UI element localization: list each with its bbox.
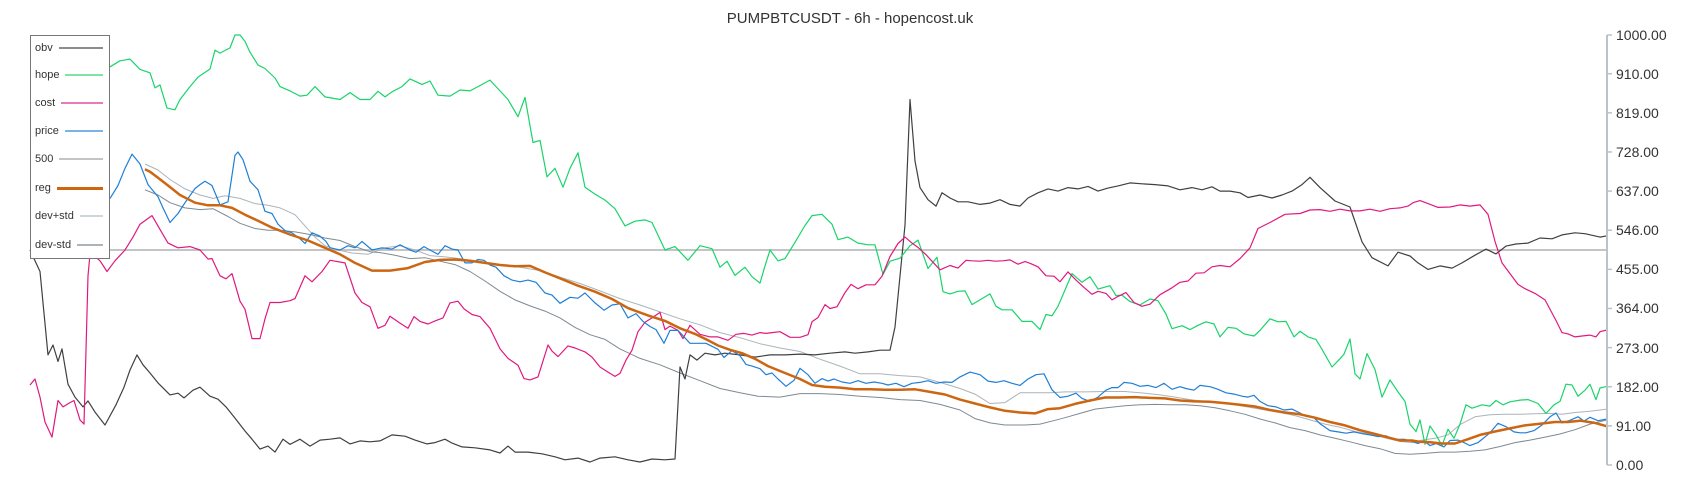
- y-axis: [1606, 34, 1612, 466]
- legend-item-dev-plus-std[interactable]: dev+std: [35, 208, 103, 224]
- y-tick-label: 182.00: [1616, 378, 1659, 395]
- y-tick-label: 1000.00: [1616, 27, 1667, 43]
- y-tick-label: 546.00: [1616, 222, 1659, 239]
- y-tick-label: 637.00: [1616, 183, 1659, 200]
- legend-label: dev+std: [35, 210, 74, 222]
- legend-item-obv[interactable]: obv: [35, 40, 103, 56]
- legend-swatch-hope: [65, 74, 103, 76]
- series-line-obv: [29, 98, 1608, 463]
- y-tick-label: 91.00: [1616, 417, 1652, 434]
- legend-item-cost[interactable]: cost: [35, 95, 103, 111]
- legend-label: reg: [35, 182, 51, 194]
- y-tick-label: 455.00: [1616, 261, 1659, 278]
- legend-swatch-obv: [58, 47, 103, 49]
- legend-swatch-price: [64, 130, 103, 132]
- chart-title: PUMPBTCUSDT - 6h - hopencost.uk: [726, 10, 974, 27]
- y-tick-label: 910.00: [1616, 65, 1659, 82]
- legend-swatch-reg: [56, 186, 103, 190]
- series-line-cost: [29, 200, 1608, 438]
- legend-swatch-cost: [61, 102, 103, 104]
- y-tick-label: 364.00: [1616, 300, 1659, 317]
- legend-item-dev-minus-std[interactable]: dev-std: [35, 237, 103, 253]
- legend-label: 500: [35, 153, 54, 165]
- legend-item-hope[interactable]: hope: [35, 67, 103, 83]
- series-line-price: [109, 151, 1608, 448]
- legend-swatch-dev-plus-std: [79, 215, 103, 217]
- legend-label: price: [35, 125, 59, 137]
- y-tick-label: 0.00: [1616, 457, 1644, 473]
- legend-item-price[interactable]: price: [35, 123, 103, 139]
- legend-item-reg[interactable]: reg: [35, 180, 103, 196]
- y-tick-label: 273.00: [1616, 339, 1659, 356]
- legend-label: obv: [35, 42, 53, 54]
- legend: obv hope cost price 500 reg dev+std dev-…: [30, 35, 110, 259]
- legend-swatch-dev-minus-std: [77, 244, 103, 246]
- legend-label: dev-std: [35, 239, 72, 251]
- series-line-hope: [109, 34, 1608, 447]
- series-line-dev-minus-std: [144, 189, 1608, 455]
- y-tick-label: 819.00: [1616, 104, 1659, 121]
- series-layer: [29, 34, 1608, 463]
- legend-label: hope: [35, 69, 60, 81]
- series-line-reg: [144, 168, 1608, 445]
- legend-label: cost: [35, 97, 56, 109]
- y-tick-label: 728.00: [1616, 143, 1659, 160]
- legend-item-500[interactable]: 500: [35, 151, 103, 167]
- legend-swatch-500: [59, 158, 103, 160]
